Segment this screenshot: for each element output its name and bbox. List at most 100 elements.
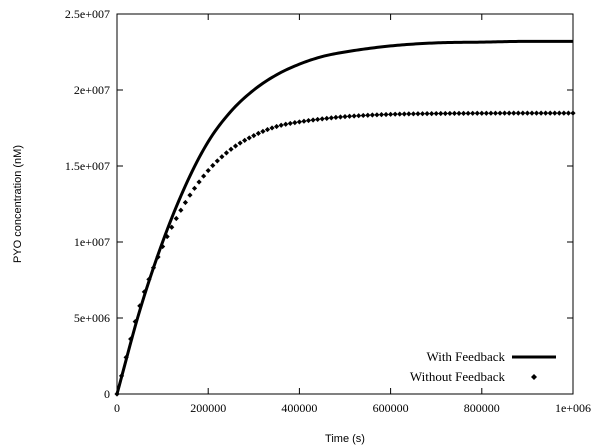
data-point <box>246 135 252 141</box>
data-point <box>205 167 211 174</box>
data-point <box>305 117 312 124</box>
data-point <box>451 110 458 116</box>
data-point <box>529 110 535 116</box>
legend-swatch-without-feedback <box>531 374 537 380</box>
data-point <box>570 110 576 116</box>
legend-label-with-feedback: With Feedback <box>426 349 505 364</box>
data-point <box>397 111 403 117</box>
data-point <box>278 122 284 128</box>
data-point <box>356 113 362 119</box>
data-point <box>269 125 275 131</box>
data-point <box>465 110 471 116</box>
x-axis-label: Time (s) <box>325 433 365 445</box>
data-point <box>210 162 216 169</box>
data-point <box>150 265 157 271</box>
data-point <box>565 110 572 116</box>
data-point <box>502 110 508 116</box>
y-axis-label: PYO concentration (nM) <box>12 145 24 263</box>
y-tick-label: 5e+006 <box>74 311 110 325</box>
data-point <box>255 130 261 137</box>
plot-frame <box>116 13 574 395</box>
data-point <box>173 215 179 222</box>
data-point <box>264 126 271 133</box>
data-point <box>137 303 143 309</box>
data-point <box>543 110 549 116</box>
data-point <box>128 336 134 342</box>
data-point <box>442 110 448 117</box>
data-point <box>260 128 266 135</box>
data-point <box>533 110 540 116</box>
data-point <box>118 373 125 379</box>
y-tick-label: 1.5e+007 <box>65 159 110 173</box>
data-point <box>292 120 298 126</box>
data-point <box>415 111 421 117</box>
data-point <box>315 116 321 123</box>
data-point <box>479 110 485 116</box>
data-point <box>556 110 562 116</box>
data-point <box>388 111 394 117</box>
data-point <box>114 391 120 397</box>
data-point <box>283 121 289 127</box>
data-point <box>460 110 467 116</box>
data-point <box>483 110 489 116</box>
data-point <box>274 123 280 130</box>
data-point <box>492 110 499 116</box>
series-line-with-feedback <box>115 39 573 395</box>
data-point <box>369 112 375 118</box>
data-point <box>324 115 330 121</box>
data-point <box>214 158 220 164</box>
data-point <box>488 110 494 116</box>
series-layer <box>114 39 576 397</box>
x-tick-label: 800000 <box>464 401 500 415</box>
data-point <box>561 110 567 116</box>
data-point <box>123 354 129 360</box>
data-point <box>433 110 439 117</box>
data-point <box>383 111 389 118</box>
data-point <box>538 110 544 116</box>
data-point <box>191 185 198 191</box>
data-point <box>232 143 239 149</box>
y-tick-label: 2.5e+007 <box>65 7 110 21</box>
data-point <box>424 111 430 117</box>
data-point <box>552 110 558 116</box>
y-tick-label: 2e+007 <box>74 83 110 97</box>
data-point <box>374 112 380 118</box>
data-point <box>337 114 344 120</box>
series-points-without-feedback <box>114 110 576 397</box>
data-point <box>187 192 193 198</box>
data-point <box>497 110 503 116</box>
data-point <box>392 111 398 117</box>
data-point <box>328 115 334 121</box>
data-point <box>456 110 462 116</box>
data-point <box>155 254 161 260</box>
data-point <box>169 224 175 230</box>
legend-label-without-feedback: Without Feedback <box>410 369 506 384</box>
y-tick-label: 0 <box>104 387 110 401</box>
data-point <box>237 140 243 146</box>
x-tick-label: 0 <box>114 401 120 415</box>
data-point <box>333 114 339 120</box>
data-point <box>196 179 202 185</box>
x-axis-ticks: 0 200000 400000 600000 800000 1e+006 <box>114 14 591 415</box>
data-point <box>310 117 316 123</box>
data-point <box>511 110 517 116</box>
data-point <box>378 112 385 118</box>
data-point <box>470 110 476 116</box>
x-tick-label: 600000 <box>373 401 409 415</box>
data-point <box>351 113 357 119</box>
data-point <box>178 207 184 213</box>
data-point <box>182 199 188 206</box>
data-point <box>406 111 412 117</box>
data-point <box>419 111 426 117</box>
data-point <box>132 319 138 325</box>
data-point <box>401 111 407 117</box>
data-point <box>287 120 293 127</box>
data-point <box>164 233 170 240</box>
data-point <box>301 118 307 124</box>
data-point <box>219 154 225 160</box>
data-point <box>506 110 512 116</box>
data-point <box>342 114 348 120</box>
x-tick-label: 200000 <box>190 401 226 415</box>
data-point <box>524 110 530 116</box>
